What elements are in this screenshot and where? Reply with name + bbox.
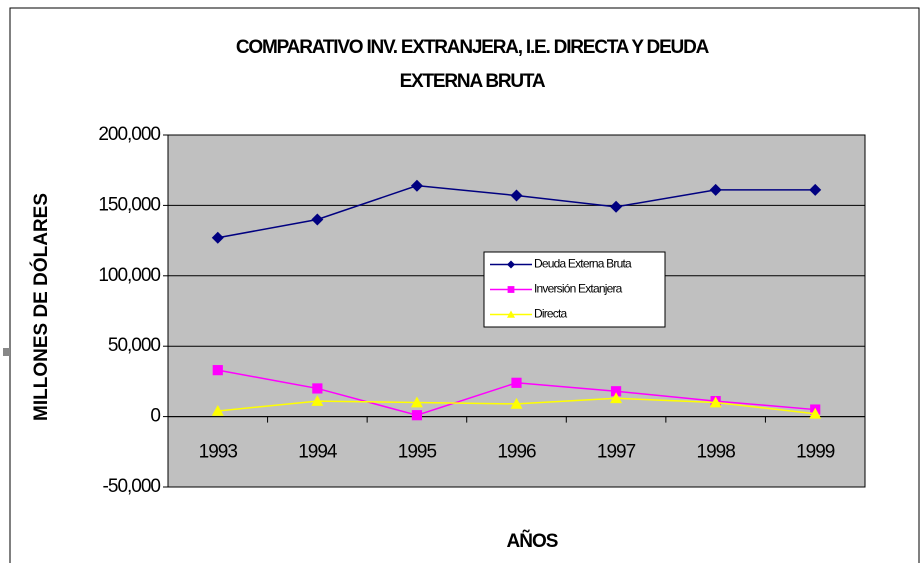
y-tick-label: 0 [150, 406, 160, 427]
data-point [411, 410, 423, 421]
data-point [511, 377, 522, 388]
y-tick-label: -50,000 [103, 476, 161, 497]
data-point [311, 395, 324, 406]
x-tick-label: 1993 [199, 442, 238, 463]
data-point [610, 200, 623, 213]
y-tick-label: 150,000 [98, 194, 160, 215]
data-point [809, 407, 822, 419]
y-tick-label: 200,000 [98, 124, 160, 145]
data-point [610, 392, 623, 404]
data-point [311, 213, 324, 226]
data-point [211, 231, 224, 244]
y-tick-label: 50,000 [108, 335, 161, 356]
data-point [410, 396, 423, 408]
chart-title: COMPARATIVO INV. EXTRANJERA, I.E. DIRECT… [236, 37, 710, 58]
legend-marker [507, 260, 515, 269]
x-axis-label: AÑOS [507, 530, 558, 552]
x-tick-label: 1994 [298, 442, 338, 463]
x-tick-label: 1998 [697, 442, 736, 463]
x-tick-label: 1999 [796, 442, 835, 463]
y-axis-label: MILLONES DE DÓLARES [30, 193, 52, 421]
chart-title: EXTERNA BRUTA [400, 71, 546, 92]
data-point [410, 179, 423, 192]
legend-marker [507, 310, 515, 318]
data-point [312, 383, 323, 394]
legend-marker [507, 286, 515, 293]
data-point [610, 386, 622, 397]
x-tick-label: 1996 [497, 442, 536, 463]
x-tick-label: 1995 [398, 442, 437, 463]
data-point [809, 183, 822, 196]
legend-label: Inversión Extanjera [534, 282, 623, 296]
y-tick-label: 100,000 [98, 265, 160, 286]
data-point [709, 396, 722, 408]
data-point [510, 189, 523, 202]
selection-handle [3, 348, 10, 356]
data-point [510, 397, 523, 409]
legend-label: Directa [534, 307, 568, 321]
data-point [211, 404, 224, 416]
x-tick-label: 1997 [597, 442, 636, 463]
legend-label: Deuda Externa Bruta [534, 257, 632, 271]
data-point [212, 365, 223, 376]
data-point [709, 183, 722, 196]
